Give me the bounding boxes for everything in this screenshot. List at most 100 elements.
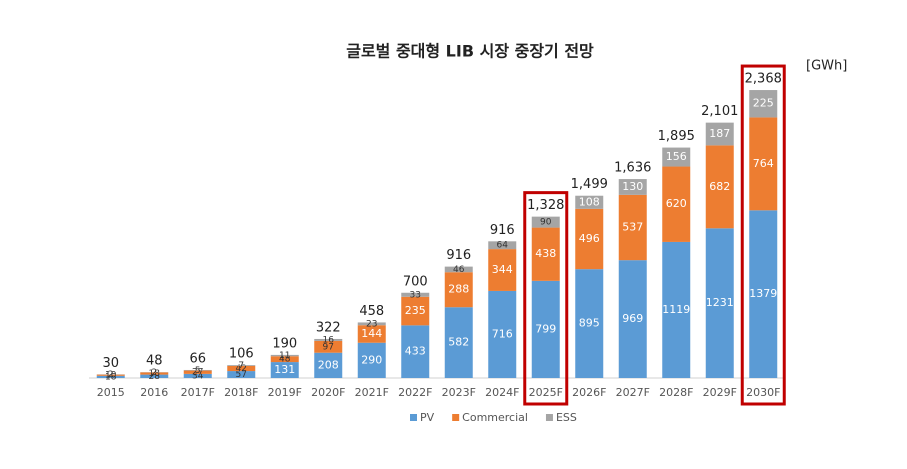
total-label: 916 bbox=[446, 248, 471, 263]
bar-segment bbox=[749, 210, 778, 378]
bar-segment bbox=[227, 365, 256, 366]
bar-segment bbox=[618, 179, 647, 195]
x-tick-label: 2027F bbox=[616, 386, 650, 399]
bar-segment bbox=[531, 227, 560, 281]
total-label: 2,368 bbox=[745, 72, 782, 87]
data-label: 57 bbox=[236, 370, 247, 380]
data-label: 5 bbox=[195, 366, 201, 376]
data-label: 2 bbox=[151, 368, 157, 378]
data-label: 620 bbox=[666, 197, 687, 210]
bar-segment bbox=[488, 249, 517, 291]
unit-label: [GWh] bbox=[806, 59, 847, 74]
data-label: 208 bbox=[318, 358, 339, 371]
bar-segment bbox=[488, 241, 517, 250]
x-tick-label: 2018F bbox=[224, 386, 258, 399]
data-label: 144 bbox=[361, 327, 382, 340]
data-label: 288 bbox=[448, 283, 469, 296]
bar-segment bbox=[357, 325, 386, 343]
data-label: 108 bbox=[579, 195, 600, 208]
bar-segment bbox=[618, 260, 647, 378]
bar-segment bbox=[444, 272, 473, 308]
data-label: 682 bbox=[709, 180, 730, 193]
bar-segment bbox=[705, 228, 734, 378]
legend-label: Commercial bbox=[462, 411, 528, 424]
bar-segment bbox=[270, 362, 299, 378]
data-label: 18 bbox=[105, 372, 117, 382]
bar-segment bbox=[705, 122, 734, 146]
x-tick-label: 2024F bbox=[485, 386, 519, 399]
bar-segment bbox=[705, 145, 734, 229]
bar-segment bbox=[488, 290, 517, 378]
bar-segment bbox=[227, 365, 256, 372]
total-label: 2,101 bbox=[701, 104, 738, 119]
data-label: 582 bbox=[448, 336, 469, 349]
x-tick-label: 2022F bbox=[398, 386, 432, 399]
data-label: 42 bbox=[236, 364, 247, 374]
data-label: 131 bbox=[274, 363, 295, 376]
x-tick-label: 2028F bbox=[659, 386, 693, 399]
data-label: 187 bbox=[709, 127, 730, 140]
total-label: 1,895 bbox=[658, 129, 695, 144]
bar-segment bbox=[140, 372, 169, 375]
bar-segment bbox=[662, 147, 691, 167]
data-label: 969 bbox=[622, 312, 643, 325]
data-label: 27 bbox=[192, 368, 203, 378]
data-label: 496 bbox=[579, 232, 600, 245]
bar-segment bbox=[314, 340, 343, 353]
legend-label: PV bbox=[420, 411, 435, 424]
data-label: 7 bbox=[238, 361, 244, 371]
bar-segment bbox=[575, 269, 604, 378]
data-label: 290 bbox=[361, 353, 382, 366]
bar-segment bbox=[357, 342, 386, 378]
bar-segment bbox=[531, 216, 560, 228]
total-label: 190 bbox=[272, 336, 297, 351]
data-label: 1119 bbox=[662, 303, 690, 316]
data-label: 23 bbox=[366, 319, 377, 329]
data-label: 438 bbox=[535, 247, 556, 260]
bar-segment bbox=[575, 195, 604, 209]
legend-swatch bbox=[545, 414, 553, 421]
data-label: 433 bbox=[405, 345, 426, 358]
bar-segment bbox=[183, 369, 212, 371]
x-tick-label: 2020F bbox=[311, 386, 345, 399]
bar-segment bbox=[96, 375, 125, 378]
bar-segment bbox=[575, 208, 604, 270]
bar-segment bbox=[183, 370, 212, 374]
x-tick-label: 2025F bbox=[529, 386, 563, 399]
data-label: 16 bbox=[323, 335, 335, 345]
total-label: 106 bbox=[229, 347, 254, 362]
x-tick-label: 2019F bbox=[268, 386, 302, 399]
bar-segment bbox=[183, 373, 212, 378]
total-label: 916 bbox=[490, 223, 515, 238]
legend-swatch bbox=[452, 414, 460, 421]
bar-segment bbox=[270, 354, 299, 357]
bar-segment bbox=[618, 194, 647, 261]
data-label: 33 bbox=[410, 290, 421, 300]
data-label: 97 bbox=[323, 342, 334, 352]
data-label: 64 bbox=[497, 241, 509, 251]
data-label: 1379 bbox=[749, 287, 777, 300]
data-label: 48 bbox=[279, 355, 291, 365]
x-tick-label: 2030F bbox=[746, 386, 780, 399]
total-label: 48 bbox=[146, 354, 163, 369]
total-label: 458 bbox=[359, 304, 384, 319]
total-label: 1,499 bbox=[571, 177, 608, 192]
data-label: 28 bbox=[149, 372, 161, 382]
data-label: 799 bbox=[535, 322, 556, 335]
data-label: 18 bbox=[149, 369, 161, 379]
data-label: 11 bbox=[279, 351, 290, 361]
data-label: 34 bbox=[192, 371, 204, 381]
bar-segment bbox=[357, 322, 386, 326]
data-label: 764 bbox=[753, 157, 774, 170]
data-label: 344 bbox=[492, 263, 513, 276]
total-label: 322 bbox=[316, 320, 341, 335]
x-tick-label: 2021F bbox=[355, 386, 389, 399]
legend-swatch bbox=[410, 414, 417, 421]
data-label: 46 bbox=[453, 265, 465, 275]
data-label: 895 bbox=[579, 317, 600, 330]
x-tick-label: 2023F bbox=[442, 386, 476, 399]
x-tick-label: 2015 bbox=[97, 386, 125, 399]
data-label: 1231 bbox=[706, 296, 734, 309]
bar-segment bbox=[662, 241, 691, 378]
